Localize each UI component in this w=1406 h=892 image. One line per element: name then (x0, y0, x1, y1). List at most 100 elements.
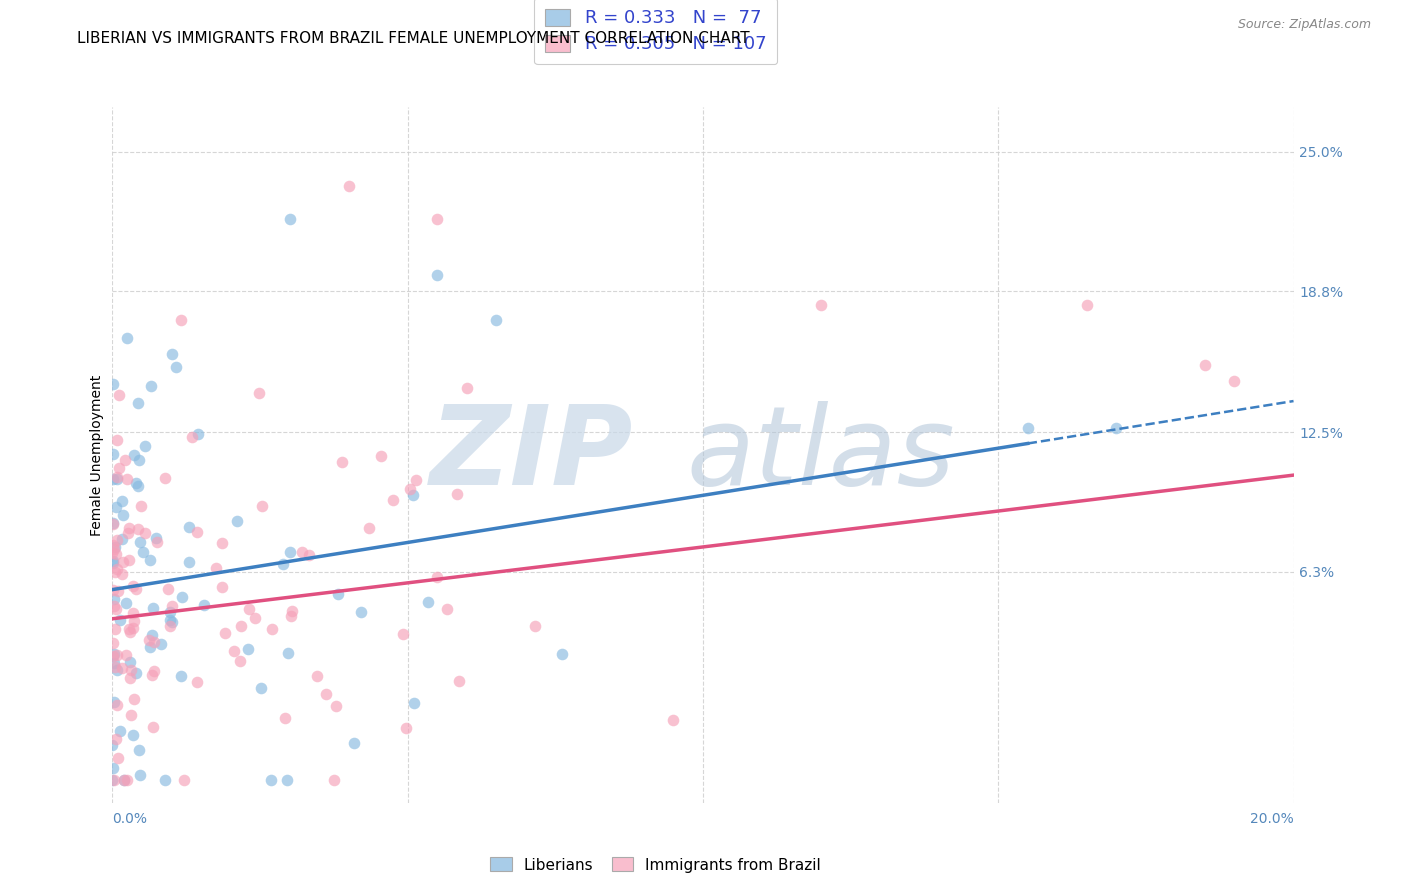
Point (323, 773, 346, 788)
Point (127, 522, 149, 536)
Point (160, 615, 183, 629)
Point (120, 656, 142, 670)
Text: LIBERIAN VS IMMIGRANTS FROM BRAZIL FEMALE UNEMPLOYMENT CORRELATION CHART: LIBERIAN VS IMMIGRANTS FROM BRAZIL FEMAL… (77, 31, 749, 46)
Point (139, 640, 162, 654)
Point (204, 561, 226, 575)
Point (179, 519, 201, 533)
Point (145, 535, 167, 549)
Point (101, 517, 124, 532)
Point (436, 602, 458, 616)
Point (307, 669, 329, 683)
Point (105, 472, 128, 486)
Point (101, 649, 124, 664)
Point (105, 433, 128, 447)
Point (114, 453, 136, 467)
Point (229, 654, 252, 668)
Point (141, 379, 163, 393)
Point (276, 773, 298, 788)
Point (416, 595, 439, 609)
Point (101, 583, 124, 598)
Point (108, 388, 131, 402)
Text: 20.0%: 20.0% (1250, 812, 1294, 826)
Point (399, 482, 422, 496)
Point (101, 738, 124, 752)
Point (104, 602, 127, 616)
Point (118, 622, 141, 636)
Point (112, 773, 135, 788)
Point (104, 566, 127, 580)
Point (170, 313, 193, 327)
Point (129, 534, 152, 549)
Point (298, 549, 321, 563)
Point (103, 773, 125, 788)
Point (524, 619, 547, 633)
Point (107, 583, 129, 598)
Point (104, 540, 127, 554)
Point (125, 665, 148, 680)
Point (122, 579, 145, 593)
Point (117, 526, 139, 541)
Point (402, 488, 425, 502)
Point (132, 545, 155, 559)
Point (260, 773, 283, 788)
Point (236, 642, 259, 657)
Point (101, 538, 124, 552)
Point (172, 590, 194, 604)
Point (101, 472, 124, 486)
Point (426, 268, 449, 283)
Point (145, 531, 167, 545)
Point (105, 648, 128, 662)
Point (250, 499, 273, 513)
Point (159, 613, 181, 627)
Point (111, 508, 134, 522)
Point (291, 545, 314, 559)
Point (159, 618, 181, 632)
Point (115, 472, 138, 486)
Point (108, 723, 131, 738)
Point (250, 681, 273, 696)
Point (138, 632, 160, 647)
Text: ZIP: ZIP (430, 401, 634, 508)
Point (326, 587, 349, 601)
Point (277, 646, 299, 660)
Point (115, 331, 138, 345)
Text: Source: ZipAtlas.com: Source: ZipAtlas.com (1237, 18, 1371, 31)
Point (395, 721, 418, 735)
Point (115, 773, 138, 788)
Point (122, 621, 145, 635)
Point (280, 609, 302, 624)
Y-axis label: Female Unemployment: Female Unemployment (90, 375, 104, 535)
Point (104, 622, 127, 636)
Point (128, 742, 150, 756)
Point (101, 545, 124, 559)
Point (225, 514, 247, 528)
Point (170, 668, 193, 682)
Point (111, 566, 134, 581)
Point (260, 622, 283, 636)
Point (405, 473, 427, 487)
Point (449, 674, 471, 689)
Point (101, 516, 124, 530)
Point (370, 449, 392, 463)
Point (141, 668, 163, 682)
Point (101, 761, 124, 775)
Point (103, 695, 125, 709)
Point (238, 602, 260, 616)
Point (281, 604, 304, 618)
Point (165, 359, 187, 374)
Point (193, 599, 215, 613)
Point (485, 313, 508, 327)
Point (120, 707, 142, 722)
Point (105, 533, 128, 547)
Point (101, 447, 124, 461)
Point (129, 499, 152, 513)
Point (173, 773, 195, 788)
Point (103, 599, 125, 614)
Point (101, 773, 124, 788)
Point (1105, 421, 1128, 435)
Point (278, 545, 301, 559)
Point (124, 691, 146, 706)
Point (111, 493, 134, 508)
Point (446, 487, 468, 501)
Point (426, 212, 449, 227)
